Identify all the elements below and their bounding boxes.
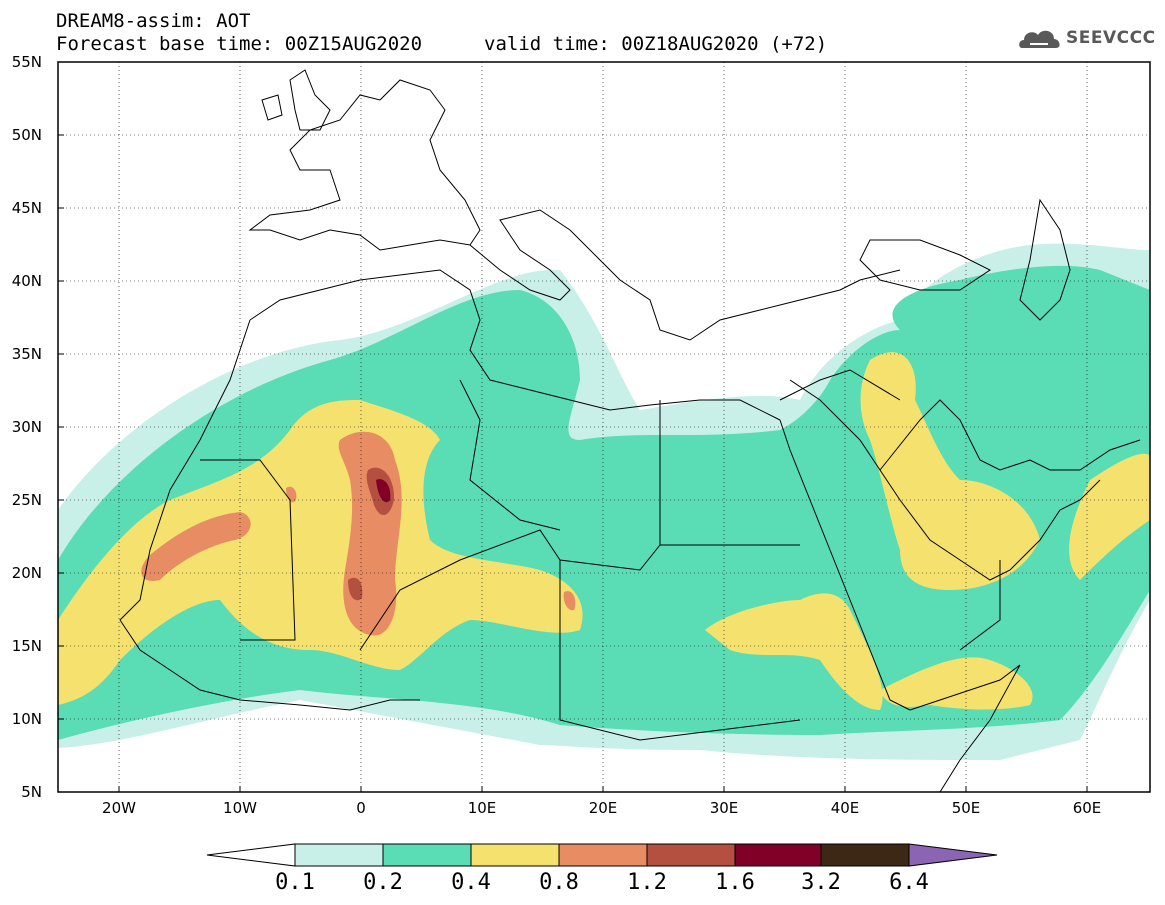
colorbar-label: 6.4 (889, 870, 929, 895)
lat-label: 10N (11, 710, 42, 728)
colorbar-bin-3 (470, 843, 560, 867)
colorbar-bin-6 (734, 843, 822, 867)
lon-label: 50E (951, 799, 981, 817)
axis-ticks (58, 61, 1088, 792)
forecast-base-time: Forecast base time: 00Z15AUG2020 (56, 33, 423, 55)
lon-label: 60E (1072, 799, 1102, 817)
colorbar-bin-5 (646, 843, 736, 867)
lon-label: 30E (709, 799, 739, 817)
lon-label: 10W (223, 799, 257, 817)
lat-label: 55N (11, 53, 42, 71)
colorbar-label: 0.4 (451, 870, 491, 895)
colorbar-bin-4 (558, 843, 648, 867)
colorbar-underflow (206, 843, 296, 867)
lat-label: 25N (11, 491, 42, 509)
colorbar-bin-2 (382, 843, 472, 867)
lon-label: 10E (467, 799, 497, 817)
lat-label: 30N (11, 418, 42, 436)
colorbar-label: 0.8 (539, 870, 579, 895)
colorbar-label: 0.2 (363, 870, 403, 895)
valid-time: valid time: 00Z18AUG2020 (+72) (484, 33, 828, 55)
colorbar-label: 1.6 (715, 870, 755, 895)
colorbar-overflow (908, 843, 998, 867)
colorbar-label: 1.2 (627, 870, 667, 895)
lat-label: 45N (11, 199, 42, 217)
logo-text: SEEVCCC (1066, 28, 1156, 48)
lat-label: 50N (11, 126, 42, 144)
graticule (58, 62, 1150, 792)
colorbar-bin-1 (294, 843, 384, 867)
lon-label: 40E (830, 799, 860, 817)
aot-field (58, 243, 1150, 761)
colorbar-bin-7 (820, 843, 910, 867)
lat-label: 5N (21, 783, 42, 801)
chart-title: DREAM8-assim: AOT (56, 10, 251, 32)
lon-label: 20E (588, 799, 618, 817)
lon-label: 20W (102, 799, 136, 817)
lat-label: 20N (11, 564, 42, 582)
colorbar (206, 843, 998, 867)
cloud-logo-icon (1019, 30, 1060, 48)
colorbar-label: 3.2 (801, 870, 841, 895)
coastlines (119, 69, 1141, 793)
lat-label: 15N (11, 637, 42, 655)
lat-label: 35N (11, 345, 42, 363)
lat-label: 40N (11, 272, 42, 290)
lon-label: 0 (356, 799, 366, 817)
colorbar-label: 0.1 (275, 870, 315, 895)
